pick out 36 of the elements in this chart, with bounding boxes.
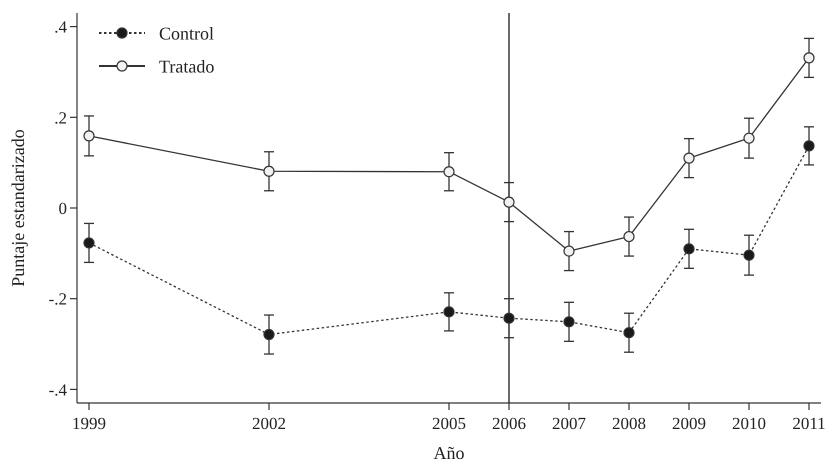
point — [443, 166, 455, 178]
x-tick-label: 2007 — [552, 414, 586, 433]
point — [743, 132, 755, 144]
point — [683, 243, 695, 254]
legend-label: Tratado — [159, 56, 214, 76]
point — [743, 250, 755, 261]
point — [803, 140, 815, 152]
point — [683, 152, 695, 164]
point — [83, 237, 95, 249]
x-tick-label: 2009 — [672, 414, 706, 433]
y-tick-label: -.2 — [48, 290, 67, 309]
x-tick-label: 2005 — [432, 414, 466, 433]
point — [503, 196, 515, 208]
point — [503, 312, 515, 324]
y-tick-label: -.4 — [48, 380, 68, 400]
x-tick-label: 2008 — [612, 414, 646, 433]
x-tick-label: 2002 — [252, 414, 286, 433]
point — [563, 316, 575, 328]
y-tick-label: .4 — [54, 18, 68, 37]
point — [263, 328, 275, 340]
x-axis-title: Año — [434, 443, 464, 463]
x-tick-label: 2010 — [732, 414, 766, 433]
y-axis-title: Puntaje estandarizado — [8, 129, 28, 287]
point — [803, 52, 815, 64]
point — [83, 130, 95, 142]
point — [443, 306, 455, 318]
point — [263, 166, 275, 177]
point — [623, 230, 635, 242]
point — [563, 245, 575, 257]
y-tick-label: 0 — [58, 198, 67, 218]
legend-label: Control — [159, 23, 214, 44]
x-tick-label: 2011 — [792, 414, 826, 433]
y-tick-label: .2 — [54, 108, 67, 128]
x-tick-label: 2006 — [492, 414, 526, 433]
point — [623, 327, 635, 338]
x-tick-label: 1999 — [72, 414, 106, 433]
